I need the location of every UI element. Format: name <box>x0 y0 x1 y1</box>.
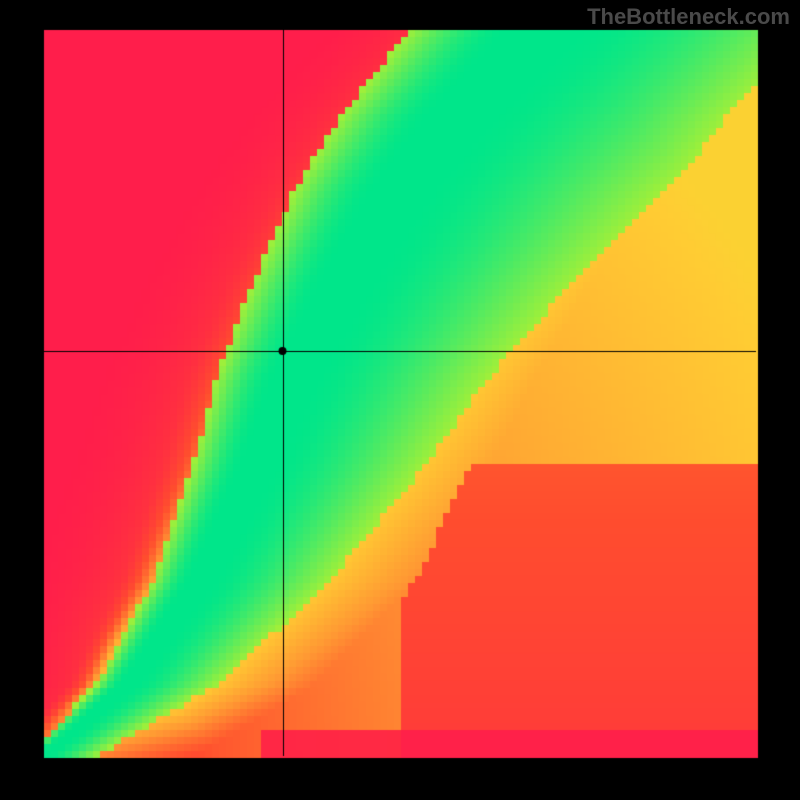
heatmap-chart <box>0 0 800 800</box>
watermark-text: TheBottleneck.com <box>587 4 790 30</box>
chart-container: TheBottleneck.com <box>0 0 800 800</box>
